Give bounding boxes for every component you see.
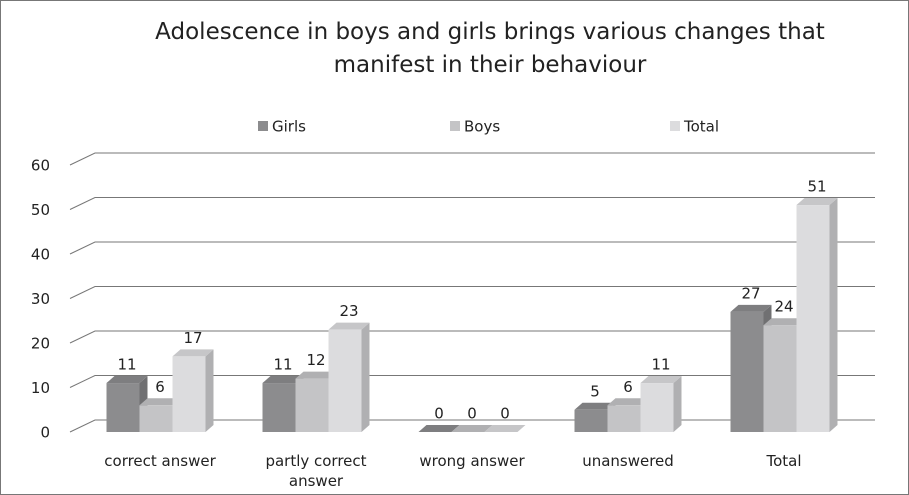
grid-line [69,197,875,210]
bar [796,198,838,432]
bar-front [574,409,608,432]
bar [451,425,493,432]
data-label: 5 [590,382,600,400]
bar-front [328,329,362,432]
x-tick-label: partly correct answer [265,452,367,490]
grid-line [69,330,875,344]
bar-top [484,425,526,432]
bar-front [295,378,329,432]
chart-title: Adolescence in boys and girls brings var… [155,19,825,78]
bar-front [607,405,641,432]
bar-top [607,398,649,406]
x-tick-label: Total [766,452,802,470]
y-tick-label: 60 [31,157,50,175]
legend-label: Girls [272,118,306,136]
bar-side [361,322,370,432]
bar-top [418,425,460,432]
data-label: 11 [273,356,292,374]
data-label: 24 [774,298,793,316]
bar [328,322,370,432]
x-tick-label: wrong answer [419,452,525,470]
grid-line [69,286,875,299]
bar [418,425,460,432]
data-label: 6 [623,378,633,396]
bar-top [574,402,616,410]
data-label: 12 [306,351,325,369]
bar-front [763,325,797,432]
data-label: 27 [741,284,760,302]
data-label: 0 [434,405,444,423]
grid-line [69,375,875,388]
bar-top [730,304,772,312]
legend-label: Boys [464,118,500,136]
bar-top [640,376,682,384]
bar-top [796,198,838,206]
bar-side [205,349,214,432]
bar-top [295,371,337,379]
x-tick-label: unanswered [582,452,674,470]
legend-swatch [670,121,680,131]
bar-top [139,398,181,406]
grid-line [69,241,875,255]
bar-front [730,311,764,432]
bar-top [106,376,148,384]
data-label: 0 [500,405,510,423]
y-tick-label: 50 [31,201,50,219]
data-label: 17 [183,329,202,347]
bar-front [172,356,206,432]
bar-top [262,376,304,384]
legend-label: Total [683,118,719,136]
bar-top [451,425,493,432]
y-tick-label: 20 [31,335,50,353]
data-label: 0 [467,405,477,423]
data-label: 11 [117,356,136,374]
bar-front [139,405,173,432]
bar-front [796,205,830,432]
legend-swatch [258,121,268,131]
y-tick-label: 40 [31,246,50,264]
bar [640,376,682,432]
bar-front [106,383,140,432]
data-label: 51 [807,178,826,196]
x-tick-label: correct answer [104,452,216,470]
data-label: 23 [339,302,358,320]
y-tick-label: 0 [40,424,50,442]
data-label: 11 [651,356,670,374]
data-label: 6 [155,378,165,396]
legend-swatch [450,121,460,131]
bar-side [673,376,682,432]
y-tick-label: 10 [31,379,50,397]
bar-side [829,198,838,432]
bar-top [328,322,370,330]
bar [172,349,214,432]
bar [484,425,526,432]
bar-top [172,349,214,357]
bar-front [262,383,296,432]
bar-top [763,318,805,326]
grid-line [69,152,875,166]
bar-front [640,383,674,432]
y-tick-label: 30 [31,290,50,308]
